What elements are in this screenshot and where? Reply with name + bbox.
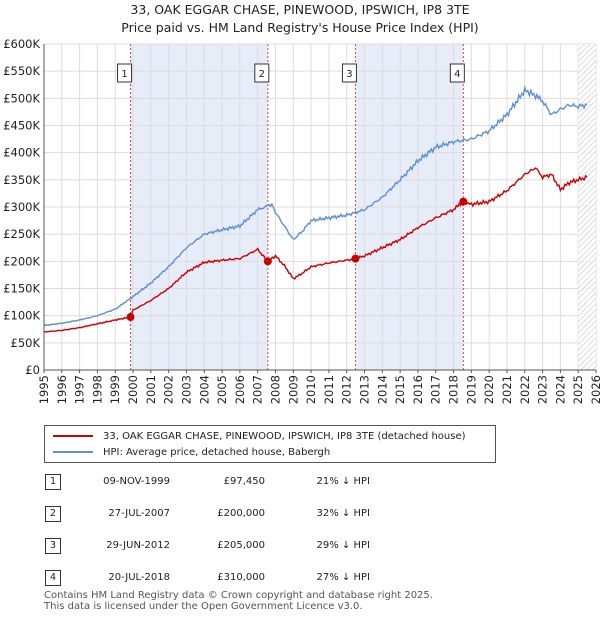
sale-hpi-diff: 27% ↓ HPI: [316, 572, 370, 583]
x-tick-label: 2019: [464, 375, 478, 404]
x-tick-label: 2002: [162, 375, 176, 404]
legend-label-hpi: HPI: Average price, detached house, Babe…: [103, 446, 331, 458]
sale-point-4: [459, 197, 468, 206]
x-tick-label: 2010: [304, 375, 318, 404]
sale-date: 20-JUL-2018: [108, 572, 170, 583]
y-tick-label: £200K: [3, 254, 40, 268]
legend-item-hpi: HPI: Average price, detached house, Babe…: [53, 444, 330, 460]
footer-copyright: Contains HM Land Registry data © Crown c…: [44, 590, 433, 601]
x-tick-label: 2022: [518, 375, 532, 404]
sale-date: 29-JUN-2012: [106, 540, 170, 551]
sale-date: 09-NOV-1999: [103, 476, 170, 487]
y-tick-label: £400K: [3, 146, 40, 160]
x-tick-label: 2023: [536, 375, 550, 404]
x-tick-label: 1998: [90, 375, 104, 404]
table-row: 2 27-JUL-2007 £200,000 32% ↓ HPI: [0, 504, 600, 524]
forecast-region: [578, 44, 596, 370]
sale-price: £205,000: [217, 540, 265, 551]
x-tick-label: 2006: [233, 375, 247, 404]
sale-number: 4: [45, 570, 61, 586]
footer-licence: This data is licensed under the Open Gov…: [44, 601, 363, 612]
axes: £0 £50K £100K £150K £200K £250K £300K £350K £400…: [3, 37, 600, 404]
y-tick-label: £250K: [3, 227, 40, 241]
x-tick-label: 2021: [500, 375, 514, 404]
x-tick-label: 2025: [571, 375, 585, 404]
y-tick-label: £550K: [3, 64, 40, 78]
sale-price: £310,000: [217, 572, 265, 583]
annotation-box-2: [254, 63, 270, 83]
x-tick-label: 2013: [358, 375, 372, 404]
sale-hpi-diff: 21% ↓ HPI: [316, 476, 370, 487]
legend-swatch-hpi: [53, 451, 93, 453]
gridlines: [43, 43, 597, 371]
sale-date: 27-JUL-2007: [108, 508, 170, 519]
annotation-label-4: 4: [454, 69, 460, 80]
x-tick-label: 2024: [553, 375, 567, 404]
x-tick-label: 2000: [126, 375, 140, 404]
y-tick-label: £500K: [3, 91, 40, 105]
y-tick-label: £600K: [3, 37, 40, 51]
x-tick-label: 2017: [429, 375, 443, 404]
series-lines: [43, 84, 588, 333]
x-tick-label: 2012: [340, 375, 354, 404]
legend-item-property: 33, OAK EGGAR CHASE, PINEWOOD, IPSWICH, …: [53, 428, 466, 444]
x-tick-label: 2007: [251, 375, 265, 404]
x-tick-label: 1996: [55, 375, 69, 404]
annotation-label-2: 2: [259, 69, 265, 80]
x-tick-label: 1999: [108, 375, 122, 404]
x-tick-label: 2001: [144, 375, 158, 404]
forecast-hatch: [578, 44, 596, 370]
x-tick-label: 2005: [215, 375, 229, 404]
legend-label-property: 33, OAK EGGAR CHASE, PINEWOOD, IPSWICH, …: [103, 430, 466, 442]
sale-number: 1: [45, 474, 61, 490]
y-tick-label: £100K: [3, 309, 40, 323]
sale-hpi-diff: 32% ↓ HPI: [316, 508, 370, 519]
sale-number: 3: [45, 538, 61, 554]
annotation-label-1: 1: [121, 69, 127, 80]
x-tick-label: 2011: [322, 375, 336, 404]
y-tick-label: £150K: [3, 282, 40, 296]
y-tick-label: £50K: [11, 336, 41, 350]
table-row: 4 20-JUL-2018 £310,000 27% ↓ HPI: [0, 568, 600, 588]
series-line-property: [43, 167, 588, 333]
annotation-labels: 1 2 3 4: [117, 63, 465, 83]
y-tick-label: £300K: [3, 200, 40, 214]
series-line-hpi: [43, 84, 588, 327]
sale-hpi-diff: 29% ↓ HPI: [316, 540, 370, 551]
sale-points: [126, 197, 468, 322]
x-tick-label: 2004: [197, 375, 211, 404]
x-tick-label: 2016: [411, 375, 425, 404]
table-row: 1 09-NOV-1999 £97,450 21% ↓ HPI: [0, 472, 600, 492]
sale-point-3: [351, 254, 360, 263]
sale-number: 2: [45, 506, 61, 522]
table-row: 3 29-JUN-2012 £205,000 29% ↓ HPI: [0, 536, 600, 556]
x-tick-label: 2008: [268, 375, 282, 404]
chart-subtitle: Price paid vs. HM Land Registry's House …: [121, 20, 479, 35]
sale-price: £200,000: [217, 508, 265, 519]
y-tick-label: £0: [25, 363, 40, 377]
price-chart: £0 £50K £100K £150K £200K £250K £300K £350K £400…: [3, 37, 600, 404]
sale-point-2: [263, 257, 272, 266]
x-tick-label: 2020: [482, 375, 496, 404]
sale-point-1: [126, 313, 135, 322]
annotation-label-3: 3: [346, 69, 352, 80]
annotation-box-3: [341, 63, 357, 83]
chart-title: 33, OAK EGGAR CHASE, PINEWOOD, IPSWICH, …: [130, 2, 470, 17]
x-tick-label: 2015: [393, 375, 407, 404]
x-tick-label: 2003: [179, 375, 193, 404]
y-tick-label: £450K: [3, 119, 40, 133]
x-tick-label: 2009: [286, 375, 300, 404]
legend-swatch-property: [53, 435, 93, 437]
x-tick-label: 2026: [589, 375, 600, 404]
annotation-box-1: [117, 63, 133, 83]
legend: 33, OAK EGGAR CHASE, PINEWOOD, IPSWICH, …: [44, 425, 496, 463]
annotation-box-4: [449, 63, 465, 83]
x-tick-label: 1995: [37, 375, 51, 404]
sale-price: £97,450: [223, 476, 265, 487]
y-tick-label: £350K: [3, 173, 40, 187]
x-tick-label: 2014: [375, 375, 389, 404]
x-tick-label: 1997: [73, 375, 87, 404]
x-tick-label: 2018: [447, 375, 461, 404]
